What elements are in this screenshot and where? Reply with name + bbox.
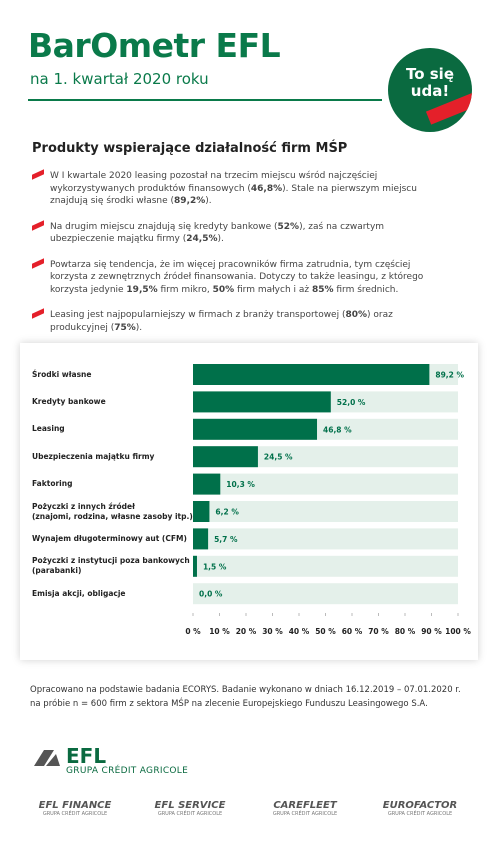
bullet-text: 85%	[311, 284, 334, 295]
bullet-text: 75%	[114, 322, 136, 333]
chart: 89,2 % 52,0 % 46,8 % 24,5 % 10,3 % 6,2 % 5,7 %…	[185, 364, 471, 636]
bullet-text: 50%	[212, 284, 235, 295]
value-label: 6,2 %	[215, 508, 239, 517]
x-tick-label: 0 %	[185, 627, 201, 636]
brand: BarOmetr EFL	[28, 26, 281, 65]
bar-track	[193, 583, 458, 605]
value-label: 46,8 %	[323, 425, 352, 434]
bullet-text: Leasing jest najpopularniejszy w firmach…	[50, 310, 346, 320]
bullet-text: ).	[217, 234, 224, 244]
bullet-text: 52%	[277, 221, 300, 232]
bar	[193, 391, 331, 413]
bullet-text: 24,5%	[186, 234, 218, 244]
brand-sub: GRUPA CRÉDIT AGRICOLE	[42, 811, 108, 817]
category-label: Środki własne	[32, 369, 92, 379]
brand-name: EUROFACTOR	[382, 800, 458, 811]
bullet-text: Powtarza się tendencja, że im więcej pra…	[50, 259, 424, 295]
category-label: Leasing	[32, 424, 65, 434]
category-label: Ubezpieczenia majątku firmy	[32, 451, 155, 461]
bullet-marker	[32, 257, 44, 269]
brand: CAREFLEET GRUPA CRÉDIT AGRICOLE	[250, 800, 360, 817]
bullet: Powtarza się tendencja, że im więcej pra…	[32, 257, 440, 297]
x-tick-label: 40 %	[289, 627, 310, 636]
x-tick-label: 70 %	[368, 627, 389, 636]
x-tick-label: 30 %	[262, 627, 283, 636]
bar	[193, 418, 318, 440]
x-tick-label: 10 %	[209, 627, 230, 636]
brand-name: EFL SERVICE	[154, 800, 226, 811]
bar-track	[193, 446, 458, 468]
category-label: Faktoring	[32, 479, 73, 489]
brand-name: CAREFLEET	[273, 800, 337, 811]
bullet-list: W I kwartale 2020 leasing pozostał na tr…	[32, 169, 440, 347]
bar	[193, 555, 197, 577]
bar-track	[193, 555, 458, 577]
bullet-text: firm mikro,	[157, 284, 213, 295]
x-tick-label: 50 %	[315, 627, 336, 636]
bullet: Na drugim miejscu znajdują się kredyty b…	[32, 219, 440, 246]
bullet-text: ).	[135, 322, 143, 333]
bullet-text: firm małych i aż	[234, 284, 312, 295]
bullet-text: ), zaś na czwartym ubezpieczenie majątku…	[50, 221, 385, 245]
bullet: W I kwartale 2020 leasing pozostał na tr…	[32, 169, 440, 208]
x-tick-label: 100 %	[445, 627, 471, 636]
bullet-text: ). Stale na pierwszym miejscu znajdują s…	[50, 183, 417, 207]
bar	[193, 528, 209, 550]
bar-track	[193, 473, 458, 495]
bar	[193, 446, 258, 468]
brand: EFL SERVICE GRUPA CRÉDIT AGRICOLE	[135, 800, 245, 817]
badge: To się uda!	[388, 48, 472, 132]
subtitle: na 1. kwartał 2020 roku	[30, 70, 209, 88]
value-label: 52,0 %	[337, 398, 366, 407]
category-label: Emisja akcji, obligacje	[32, 588, 126, 598]
value-label: 10,3 %	[226, 480, 255, 489]
bullet-text: W I kwartale 2020 leasing pozostał na tr…	[50, 171, 378, 194]
bullet-text: ).	[205, 196, 212, 206]
bullet-text: 19,5%	[126, 284, 158, 295]
bar-track	[193, 528, 458, 550]
brand-sub: GRUPA CRÉDIT AGRICOLE	[272, 811, 338, 817]
logo-icon	[34, 750, 60, 766]
x-tick-label: 90 %	[421, 627, 442, 636]
value-label: 5,7 %	[214, 535, 238, 544]
chart-card: 89,2 % 52,0 % 46,8 % 24,5 % 10,3 % 6,2 % 5,7 %…	[20, 343, 478, 660]
brand: EUROFACTOR GRUPA CRÉDIT AGRICOLE	[365, 800, 475, 817]
bullet-text: 46,8%	[250, 183, 283, 194]
bullet-text: Na drugim miejscu znajdują się kredyty b…	[50, 221, 278, 232]
bullet-text: ) oraz produkcyjnej (	[50, 310, 393, 333]
category-label: Kredyty bankowe	[32, 396, 106, 406]
note: Opracowano na podstawie badania ECORYS. …	[30, 685, 461, 709]
bar	[193, 473, 221, 495]
bullet-text: firm średnich.	[333, 284, 399, 295]
section-title: Produkty wspierające działalność firm MŚ…	[32, 141, 348, 156]
x-tick-label: 20 %	[236, 627, 257, 636]
brand-name: EFL FINANCE	[38, 800, 112, 811]
bullet-marker	[32, 219, 44, 231]
brand-sub: GRUPA CRÉDIT AGRICOLE	[387, 811, 453, 817]
divider	[28, 99, 382, 101]
badge-text: To się uda!	[405, 65, 454, 100]
value-label: 1,5 %	[203, 562, 227, 571]
category-label: Wynajem długoterminowy aut (CFM)	[32, 533, 187, 543]
bullet: Leasing jest najpopularniejszy w firmach…	[32, 308, 440, 334]
bar	[193, 501, 210, 522]
bullet-marker	[32, 308, 44, 319]
bullet-marker	[32, 169, 44, 180]
bullet-text: 89,2%	[174, 196, 206, 206]
brand: EFL FINANCE GRUPA CRÉDIT AGRICOLE	[20, 800, 130, 817]
brand-sub: GRUPA CRÉDIT AGRICOLE	[157, 811, 223, 817]
logo: EFL	[66, 744, 107, 768]
bar	[193, 364, 430, 385]
category-label: Pożyczki z instytucji poza bankowych (pa…	[32, 556, 190, 576]
category-label: Pożyczki z innych źródeł (znajomi, rodzi…	[32, 501, 193, 521]
value-label: 89,2 %	[435, 371, 464, 380]
x-tick-label: 60 %	[342, 627, 363, 636]
value-label: 24,5 %	[264, 453, 293, 462]
x-tick-label: 80 %	[395, 627, 416, 636]
bullet-text: 80%	[345, 310, 368, 320]
logo-subtitle: GRUPA CRÉDIT AGRICOLE	[66, 766, 189, 776]
value-label: 0,0 %	[199, 590, 223, 599]
bar-track	[193, 501, 458, 522]
